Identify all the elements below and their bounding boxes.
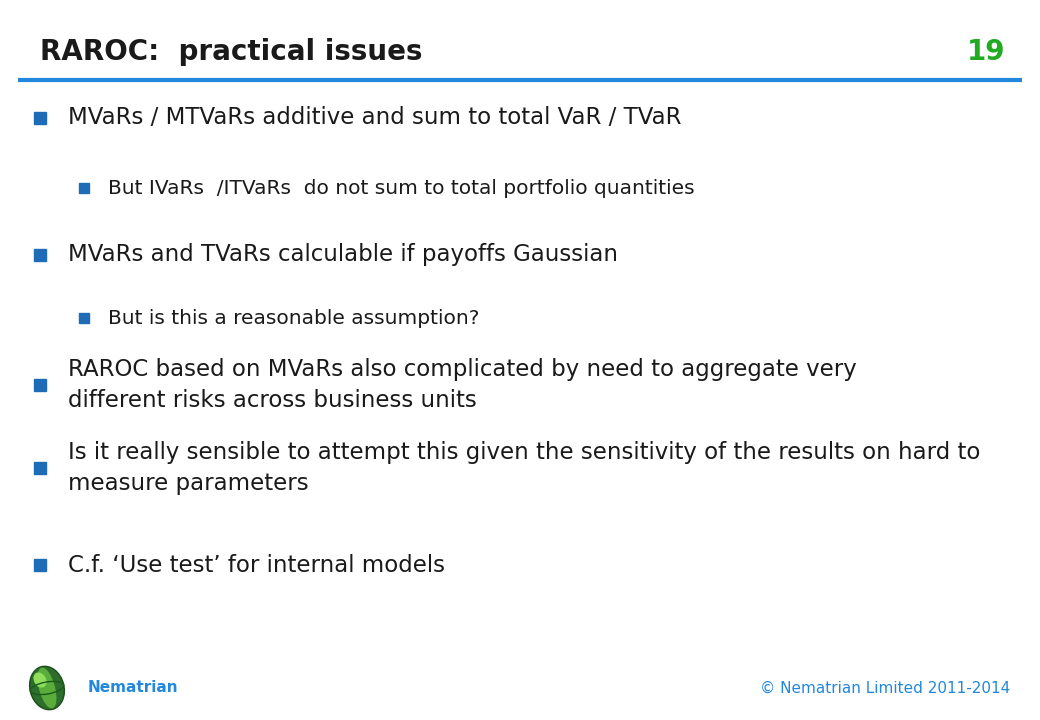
- Text: RAROC:  practical issues: RAROC: practical issues: [40, 38, 422, 66]
- Text: Is it really sensible to attempt this given the sensitivity of the results on ha: Is it really sensible to attempt this gi…: [68, 441, 981, 495]
- Text: But is this a reasonable assumption?: But is this a reasonable assumption?: [108, 308, 479, 328]
- Text: RAROC based on MVaRs also complicated by need to aggregate very
different risks : RAROC based on MVaRs also complicated by…: [68, 358, 857, 412]
- Text: Nematrian: Nematrian: [88, 680, 179, 696]
- Text: © Nematrian Limited 2011-2014: © Nematrian Limited 2011-2014: [760, 680, 1010, 696]
- Text: MVaRs / MTVaRs additive and sum to total VaR / TVaR: MVaRs / MTVaRs additive and sum to total…: [68, 107, 681, 130]
- Ellipse shape: [33, 672, 47, 688]
- Text: 19: 19: [966, 38, 1005, 66]
- Bar: [34, 112, 46, 124]
- Ellipse shape: [37, 667, 56, 708]
- Bar: [34, 249, 46, 261]
- Ellipse shape: [29, 666, 64, 710]
- Bar: [79, 183, 89, 193]
- Text: MVaRs and TVaRs calculable if payoffs Gaussian: MVaRs and TVaRs calculable if payoffs Ga…: [68, 243, 618, 266]
- Bar: [34, 379, 46, 391]
- Bar: [79, 313, 89, 323]
- Bar: [34, 462, 46, 474]
- Text: But IVaRs  /ITVaRs  do not sum to total portfolio quantities: But IVaRs /ITVaRs do not sum to total po…: [108, 179, 695, 197]
- Bar: [34, 559, 46, 571]
- Text: C.f. ‘Use test’ for internal models: C.f. ‘Use test’ for internal models: [68, 554, 445, 577]
